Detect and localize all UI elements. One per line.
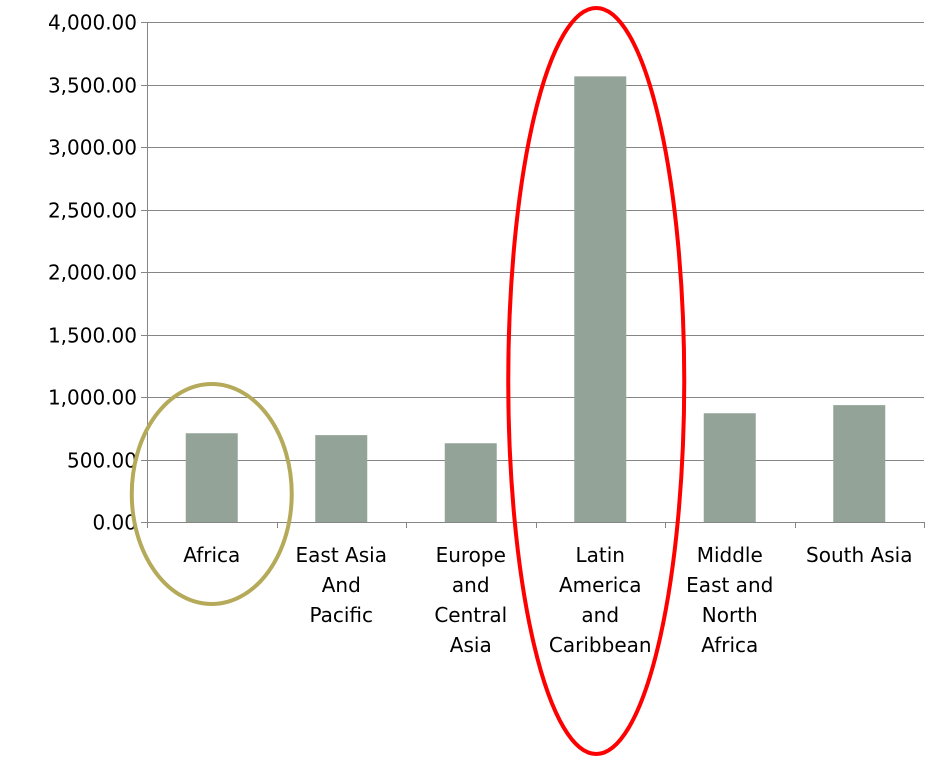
x-category-label: South Asia <box>806 543 912 567</box>
bar <box>315 435 368 522</box>
x-category-label: Asia <box>450 633 492 657</box>
x-axis-category-labels: Africa East Asia And Pacific Europe and Centra… <box>183 543 912 657</box>
y-tick-label: 3,500.00 <box>48 74 137 98</box>
y-tick-label: 500.00 <box>67 449 137 473</box>
bar <box>444 443 497 522</box>
x-category-label: And <box>322 573 361 597</box>
x-category-label: East Asia <box>296 543 387 567</box>
x-category-label: America <box>559 573 642 597</box>
x-category-label: East and <box>686 573 773 597</box>
x-category-label: Africa <box>701 633 758 657</box>
y-tick-label: 2,000.00 <box>48 261 137 285</box>
x-category-label: Europe <box>436 543 506 567</box>
bar <box>185 433 238 522</box>
y-tick-label: 1,000.00 <box>48 386 137 410</box>
bar <box>574 76 627 522</box>
y-tick-label: 2,500.00 <box>48 199 137 223</box>
bar <box>703 413 756 522</box>
y-tick-label: 0.00 <box>92 511 137 535</box>
bars <box>185 76 886 522</box>
gridlines <box>147 22 924 461</box>
y-tick-label: 3,000.00 <box>48 136 137 160</box>
bar <box>833 405 886 522</box>
x-category-label: and <box>581 603 619 627</box>
y-axis-tick-labels: 0.00 500.00 1,000.00 1,500.00 2,000.00 2,500.… <box>48 11 137 535</box>
x-category-label: Africa <box>183 543 240 567</box>
axes <box>141 22 925 528</box>
highlight-ellipse-latin-america <box>506 6 687 756</box>
x-category-label: Caribbean <box>549 633 652 657</box>
highlight-ellipse-africa <box>129 382 294 606</box>
y-tick-label: 4,000.00 <box>48 11 137 35</box>
x-category-label: Middle <box>697 543 763 567</box>
annotations <box>129 6 687 756</box>
y-tick-label: 1,500.00 <box>48 324 137 348</box>
x-category-label: Latin <box>576 543 625 567</box>
x-category-label: and <box>452 573 490 597</box>
x-category-label: North <box>702 603 758 627</box>
x-category-label: Central <box>434 603 507 627</box>
x-category-label: Pacific <box>309 603 373 627</box>
